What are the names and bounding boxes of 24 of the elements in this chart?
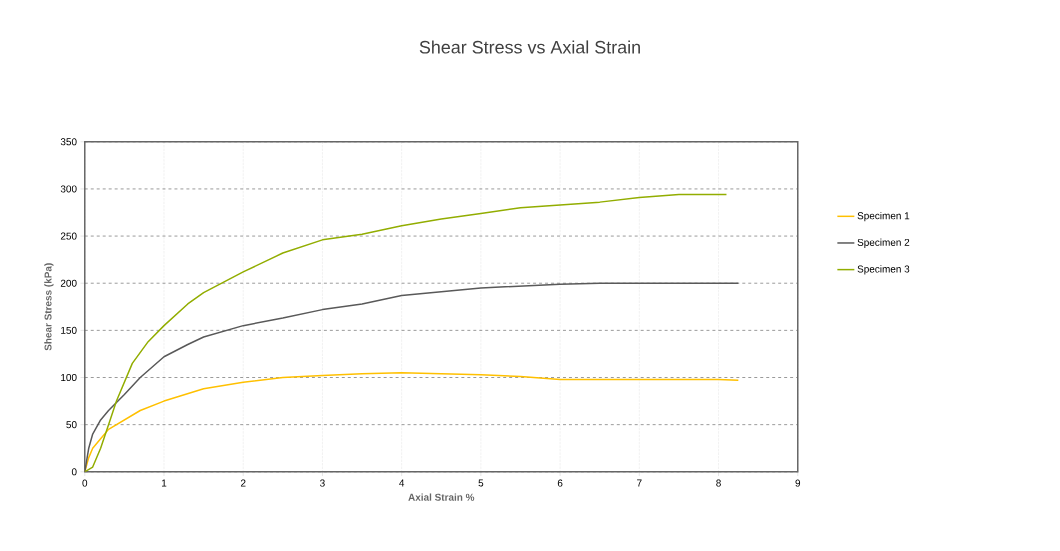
x-tick-label: 6	[557, 479, 563, 487]
x-tick-label: 2	[240, 479, 246, 487]
x-tick-label: 1	[161, 479, 167, 487]
x-axis-title: Axial Strain %	[408, 493, 475, 501]
legend-label: Specimen 1	[857, 211, 910, 222]
y-tick-label: 50	[66, 421, 77, 429]
x-tick-label: 9	[795, 479, 801, 487]
legend-label: Specimen 3	[857, 265, 910, 275]
x-tick-label: 0	[82, 479, 88, 487]
y-tick-label: 200	[60, 279, 77, 287]
y-tick-label: 150	[61, 326, 77, 334]
y-tick-label: 350	[60, 138, 77, 146]
x-tick-label: 8	[716, 479, 721, 487]
x-tick-label: 5	[478, 479, 484, 487]
x-tick-label: 4	[399, 479, 405, 487]
y-axis-title: Shear Stress (kPa)	[44, 263, 54, 351]
chart-title: Shear Stress vs Axial Strain	[419, 40, 640, 54]
legend-label: Specimen 2	[857, 238, 910, 248]
y-tick-label: 0	[71, 468, 77, 476]
y-tick-label: 300	[60, 185, 77, 193]
y-tick-label: 250	[60, 232, 77, 240]
x-tick-label: 7	[637, 479, 642, 487]
y-tick-label: 100	[61, 373, 77, 382]
x-tick-label: 3	[320, 479, 325, 487]
